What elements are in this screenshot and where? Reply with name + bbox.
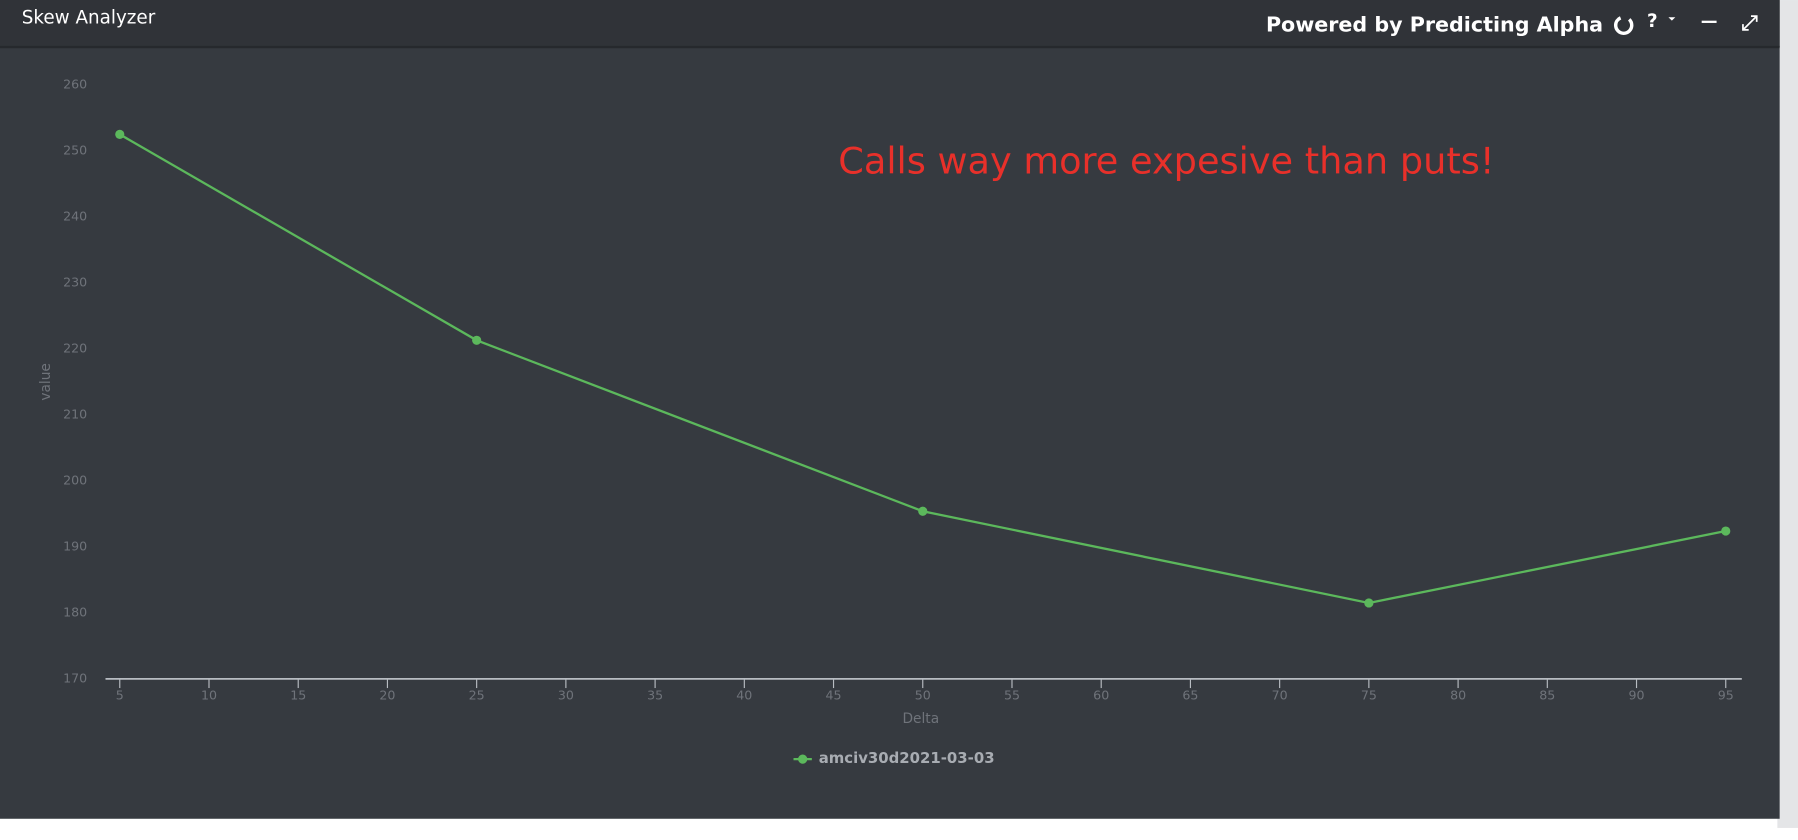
x-tick-label: 20: [379, 688, 395, 703]
legend-marker: [798, 754, 808, 764]
y-tick-label: 200: [63, 472, 87, 487]
help-caret[interactable]: [1668, 17, 1676, 21]
x-tick-label: 30: [558, 688, 574, 703]
x-tick-label: 75: [1361, 688, 1377, 703]
x-tick-label: 65: [1182, 688, 1198, 703]
y-tick-label: 250: [63, 142, 87, 157]
expand-button[interactable]: [1742, 15, 1758, 31]
powered-by: Powered by Predicting Alpha: [1266, 12, 1603, 36]
x-tick-label: 25: [469, 688, 485, 703]
data-point: [918, 506, 928, 516]
x-tick-label: 55: [1004, 688, 1020, 703]
data-point: [1721, 526, 1731, 536]
x-tick-label: 5: [116, 688, 124, 703]
panel: [0, 0, 1780, 819]
x-tick-label: 70: [1272, 688, 1288, 703]
x-tick-label: 80: [1450, 688, 1466, 703]
x-tick-label: 35: [647, 688, 663, 703]
x-tick-label: 95: [1718, 688, 1734, 703]
data-point: [115, 129, 125, 139]
x-tick-label: 40: [736, 688, 752, 703]
x-tick-label: 10: [201, 688, 217, 703]
y-tick-label: 170: [63, 670, 87, 685]
x-tick-label: 15: [290, 688, 306, 703]
x-tick-label: 85: [1539, 688, 1555, 703]
data-point: [472, 335, 482, 345]
data-point: [1364, 598, 1374, 608]
y-tick-label: 240: [63, 208, 87, 223]
scroll-strip: [1777, 0, 1798, 828]
panel-header: [0, 0, 1780, 48]
panel-title: Skew Analyzer: [22, 7, 156, 28]
x-axis-label: Delta: [902, 711, 939, 727]
y-tick-label: 180: [63, 604, 87, 619]
y-tick-label: 210: [63, 406, 87, 421]
x-tick-label: 45: [826, 688, 842, 703]
x-tick-label: 50: [915, 688, 931, 703]
x-tick-label: 60: [1093, 688, 1109, 703]
y-tick-label: 190: [63, 538, 87, 553]
x-tick-label: 90: [1629, 688, 1645, 703]
brand-logo: [1613, 15, 1634, 36]
y-tick-label: 230: [63, 274, 87, 289]
legend-label: amciv30d2021-03-03: [819, 749, 995, 767]
y-axis-label: value: [38, 363, 54, 401]
y-tick-label: 220: [63, 340, 87, 355]
annotation: Calls way more expesive than puts!: [838, 139, 1494, 182]
y-tick-label: 260: [63, 76, 87, 91]
help-button[interactable]: ?: [1647, 11, 1658, 32]
